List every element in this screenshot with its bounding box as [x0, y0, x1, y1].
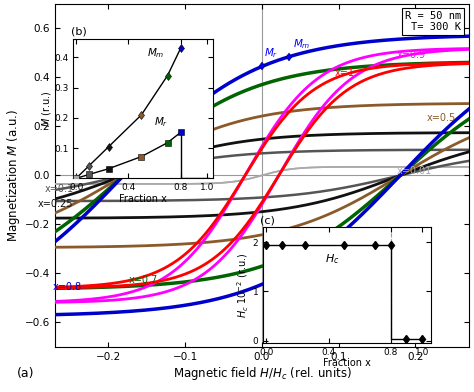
Text: x=0.7: x=0.7 [129, 274, 158, 285]
X-axis label: Fraction x: Fraction x [119, 194, 167, 203]
Text: R = 50 nm
T= 300 K: R = 50 nm T= 300 K [405, 11, 461, 33]
Y-axis label: Magnetization $M$ (a.u.): Magnetization $M$ (a.u.) [5, 109, 22, 242]
Y-axis label: $M$ (r.u.): $M$ (r.u.) [40, 91, 53, 127]
Text: x=0.8: x=0.8 [52, 282, 82, 292]
Text: x=0.5: x=0.5 [427, 113, 456, 123]
Text: x=0.25: x=0.25 [38, 199, 74, 209]
Text: $M_r$: $M_r$ [155, 115, 169, 129]
X-axis label: Fraction x: Fraction x [323, 358, 371, 368]
Text: $M_m$: $M_m$ [146, 46, 164, 60]
Text: $M_m$: $M_m$ [292, 37, 310, 51]
Text: x=0.9: x=0.9 [396, 50, 426, 60]
Text: (c): (c) [260, 215, 274, 225]
Text: x=0.1: x=0.1 [45, 184, 74, 194]
Y-axis label: $H_c$ 10$^{-2}$ (r.u.): $H_c$ 10$^{-2}$ (r.u.) [236, 252, 251, 318]
Text: $H_c$: $H_c$ [325, 252, 340, 266]
Text: x=0.01: x=0.01 [396, 166, 431, 176]
Text: (b): (b) [71, 26, 86, 36]
Text: x=1: x=1 [335, 67, 355, 78]
X-axis label: Magnetic field $H/H_c$ (rel. units): Magnetic field $H/H_c$ (rel. units) [173, 365, 351, 381]
Text: (a): (a) [17, 368, 35, 381]
Text: $M_r$: $M_r$ [264, 47, 279, 60]
